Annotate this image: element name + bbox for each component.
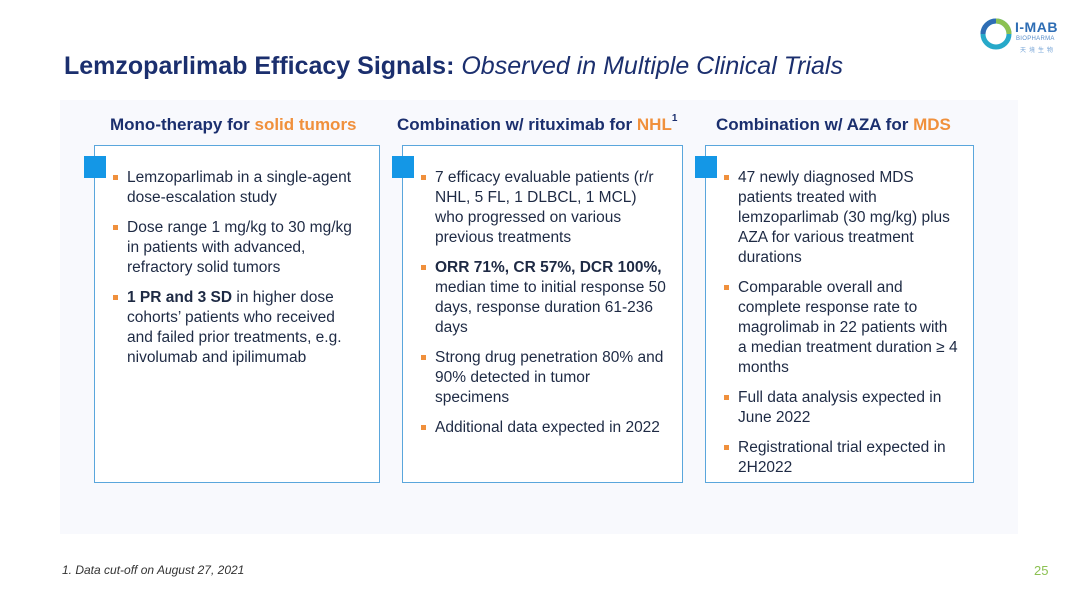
bullet-list: 7 efficacy evaluable patients (r/r NHL, … — [403, 146, 682, 438]
bullet-list: Lemzoparlimab in a single-agent dose-esc… — [95, 146, 379, 368]
logo-subtitle: BIOPHARMA — [1016, 36, 1055, 42]
corner-square-icon — [695, 156, 717, 178]
slide-title-bold: Lemzoparlimab Efficacy Signals: — [64, 52, 455, 80]
bullet-text: Additional data expected in 2022 — [435, 419, 660, 436]
list-item: Registrational trial expected in 2H2022 — [724, 438, 959, 478]
list-item: Dose range 1 mg/kg to 30 mg/kg in patien… — [113, 218, 365, 278]
bullet-text: Lemzoparlimab in a single-agent dose-esc… — [127, 169, 352, 206]
list-item: Comparable overall and complete response… — [724, 278, 959, 378]
bullet-text: in higher dose cohorts’ patients who rec… — [127, 289, 342, 366]
bullet-text: 7 efficacy evaluable patients (r/r NHL, … — [435, 169, 654, 246]
logo-mark-icon — [980, 18, 1012, 50]
list-item: Full data analysis expected in June 2022 — [724, 388, 959, 428]
solid-tumors-box: Lemzoparlimab in a single-agent dose-esc… — [84, 145, 380, 483]
logo-chinese-name: 天境生物 — [1020, 48, 1057, 54]
bullet-list: 47 newly diagnosed MDS patients treated … — [706, 146, 973, 478]
page-number: 25 — [1034, 563, 1049, 578]
footnote-marker: 1 — [671, 113, 678, 124]
slide-title: Lemzoparlimab Efficacy Signals: Observed… — [64, 52, 843, 81]
column-header-highlight: NHL — [636, 115, 672, 134]
list-item: 47 newly diagnosed MDS patients treated … — [724, 168, 959, 268]
bullet-text: Strong drug penetration 80% and 90% dete… — [435, 349, 664, 406]
bullet-text: Registrational trial expected in 2H2022 — [738, 439, 946, 476]
corner-square-icon — [84, 156, 106, 178]
list-item: 7 efficacy evaluable patients (r/r NHL, … — [421, 168, 668, 248]
footnote: 1. Data cut-off on August 27, 2021 — [62, 563, 245, 577]
list-item: Lemzoparlimab in a single-agent dose-esc… — [113, 168, 365, 208]
bullet-text: median time to initial response 50 days,… — [435, 279, 666, 336]
column-header-text: Combination w/ rituximab for — [397, 115, 637, 134]
column-header-text: Mono-therapy for — [110, 115, 255, 134]
bullet-text: Full data analysis expected in June 2022 — [738, 389, 942, 426]
column-header-highlight: solid tumors — [254, 115, 357, 134]
list-item: Additional data expected in 2022 — [421, 418, 668, 438]
list-item: 1 PR and 3 SD in higher dose cohorts’ pa… — [113, 288, 365, 368]
nhl-box: 7 efficacy evaluable patients (r/r NHL, … — [392, 145, 683, 483]
bullet-text: Comparable overall and complete response… — [738, 279, 958, 376]
list-item: ORR 71%, CR 57%, DCR 100%, median time t… — [421, 258, 668, 338]
corner-square-icon — [392, 156, 414, 178]
logo-name: I-MAB — [1015, 19, 1058, 35]
column-header-mds: Combination w/ AZA for MDS — [716, 115, 951, 135]
bullet-bold: ORR 71%, CR 57%, DCR 100%, — [435, 259, 662, 276]
slide-title-italic: Observed in Multiple Clinical Trials — [461, 52, 843, 80]
column-header-highlight: MDS — [913, 115, 951, 134]
column-header-nhl: Combination w/ rituximab for NHL1 — [397, 113, 678, 135]
bullet-text: 47 newly diagnosed MDS patients treated … — [738, 169, 950, 266]
mds-box: 47 newly diagnosed MDS patients treated … — [695, 145, 974, 483]
bullet-text: Dose range 1 mg/kg to 30 mg/kg in patien… — [127, 219, 352, 276]
bullet-bold: 1 PR and 3 SD — [127, 289, 233, 306]
company-logo: I-MAB BIOPHARMA 天境生物 — [980, 18, 1075, 54]
column-header-solid-tumors: Mono-therapy for solid tumors — [110, 115, 357, 135]
column-header-text: Combination w/ AZA for — [716, 115, 914, 134]
list-item: Strong drug penetration 80% and 90% dete… — [421, 348, 668, 408]
